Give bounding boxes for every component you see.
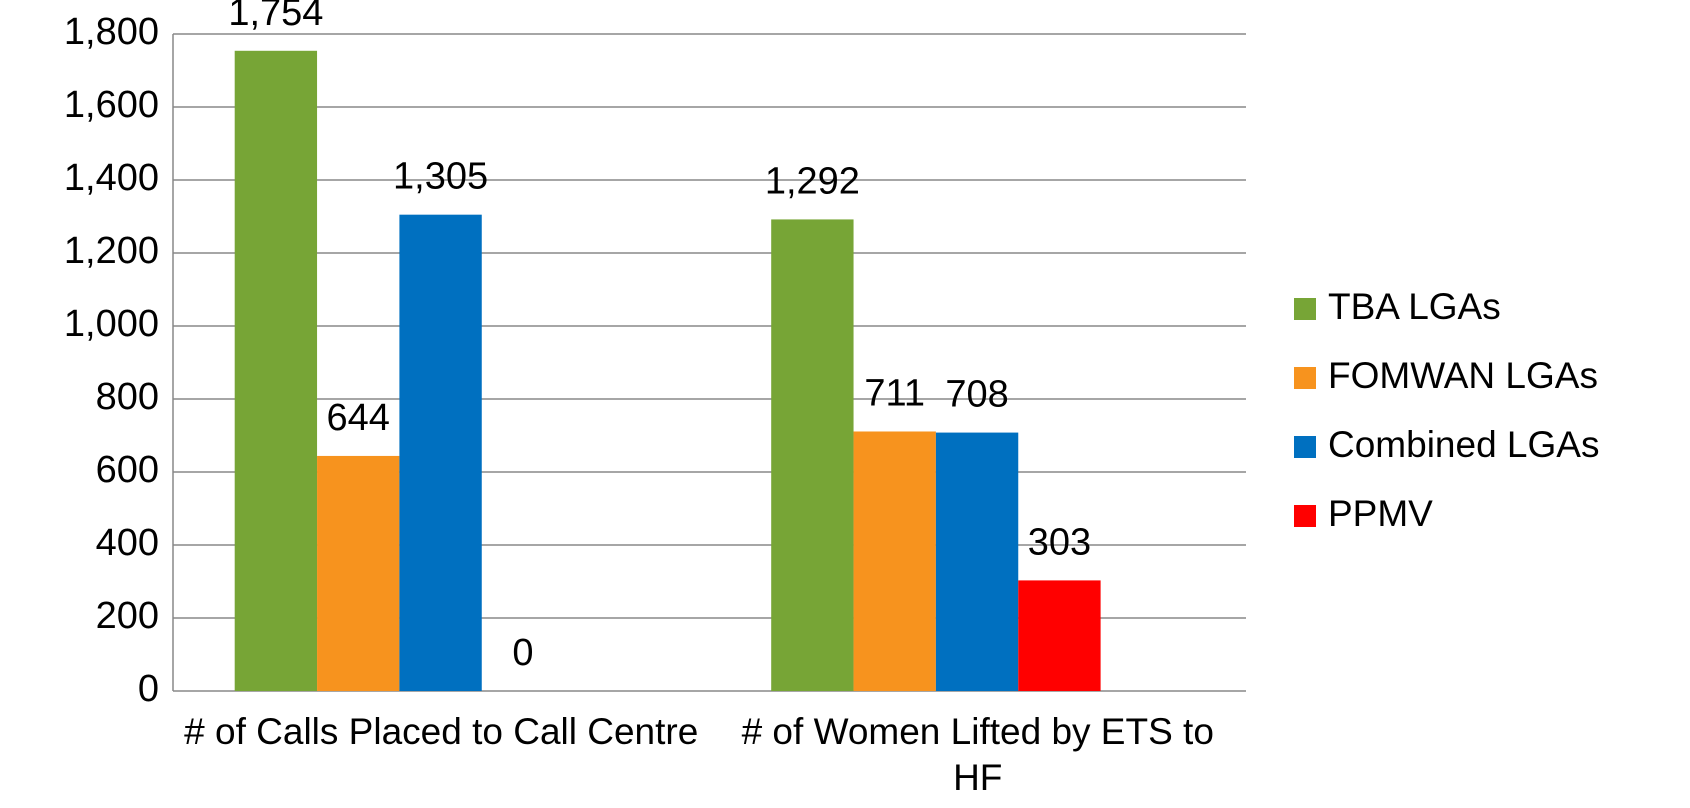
y-tick-label: 400	[96, 522, 159, 564]
bar	[317, 455, 400, 691]
data-label: 1,292	[765, 160, 860, 202]
y-tick-label: 0	[138, 668, 159, 710]
x-tick-label-text: # of Calls Placed to Call Centre	[184, 711, 699, 752]
data-label: 644	[327, 397, 390, 439]
y-tick-label: 1,600	[64, 84, 159, 126]
data-label: 711	[864, 373, 925, 415]
legend-swatch	[1294, 436, 1316, 458]
data-label: 708	[945, 374, 1008, 416]
legend-label: TBA LGAs	[1328, 286, 1501, 327]
y-tick-label: 200	[96, 595, 159, 637]
y-tick-label: 1,000	[64, 303, 159, 345]
legend-label: Combined LGAs	[1328, 424, 1599, 465]
x-tick-label: # of Calls Placed to Call Centre	[184, 711, 699, 752]
legend-swatch	[1294, 298, 1316, 320]
bar	[935, 432, 1019, 691]
bar	[399, 214, 482, 692]
bar	[771, 219, 854, 692]
data-label: 0	[512, 632, 533, 674]
legend-label: PPMV	[1328, 493, 1433, 534]
legend-swatch	[1294, 367, 1316, 389]
x-tick-label: # of Women Lifted by ETS to HF	[741, 711, 1214, 798]
y-tick-label: 600	[96, 449, 159, 491]
y-tick-label: 1,400	[64, 157, 159, 199]
x-tick-label-text: # of Women Lifted by ETS to HF	[741, 711, 1214, 798]
data-label: 1,305	[393, 156, 488, 198]
data-label: 303	[1028, 521, 1091, 563]
bar	[853, 431, 936, 691]
y-tick-label: 1,800	[64, 11, 159, 53]
bar	[234, 50, 318, 692]
bar	[1018, 580, 1101, 691]
y-tick-label: 800	[96, 376, 159, 418]
y-tick-label: 1,200	[64, 230, 159, 272]
legend-swatch	[1294, 505, 1316, 527]
data-label: 1,754	[228, 0, 323, 34]
legend-label: FOMWAN LGAs	[1328, 355, 1598, 396]
